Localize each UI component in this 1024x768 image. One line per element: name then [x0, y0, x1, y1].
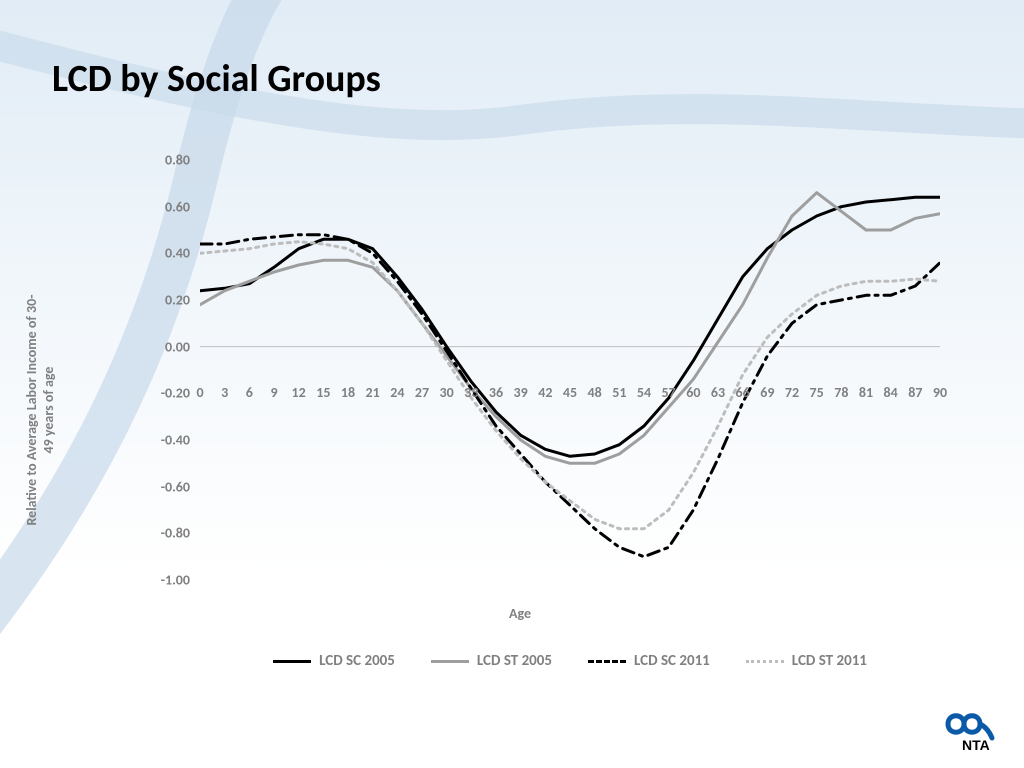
y-tick-label: 0.40 — [140, 245, 190, 262]
x-tick-label: 48 — [588, 384, 602, 401]
x-tick-label: 6 — [246, 384, 253, 401]
x-tick-label: 39 — [514, 384, 528, 401]
x-tick-label: 9 — [270, 384, 277, 401]
y-tick-label: 0.00 — [140, 338, 190, 355]
y-tick-label: -0.80 — [140, 525, 190, 542]
legend-swatch — [273, 660, 311, 663]
y-tick-label: 0.60 — [140, 198, 190, 215]
y-tick-label: -0.20 — [140, 385, 190, 402]
legend-label: LCD ST 2005 — [477, 652, 552, 670]
y-tick-label: -0.40 — [140, 432, 190, 449]
legend-item: LCD SC 2005 — [273, 652, 395, 670]
x-tick-label: 54 — [637, 384, 651, 401]
nta-logo: NTA — [930, 704, 1000, 754]
x-tick-label: 84 — [884, 384, 898, 401]
x-tick-label: 87 — [908, 384, 922, 401]
x-tick-label: 60 — [686, 384, 700, 401]
x-tick-label: 75 — [810, 384, 824, 401]
x-tick-label: 63 — [711, 384, 725, 401]
y-tick-label: -0.60 — [140, 478, 190, 495]
legend-label: LCD SC 2011 — [634, 652, 710, 670]
x-tick-label: 30 — [440, 384, 454, 401]
y-tick-label: 0.80 — [140, 152, 190, 169]
legend-item: LCD SC 2011 — [588, 652, 710, 670]
plot-svg — [200, 160, 940, 580]
x-tick-label: 27 — [415, 384, 429, 401]
x-tick-label: 57 — [662, 384, 676, 401]
line-chart: Relative to Average Labor Income of 30- … — [80, 150, 960, 670]
logo-text: NTA — [962, 737, 990, 753]
x-tick-label: 51 — [612, 384, 626, 401]
legend-swatch — [746, 660, 784, 663]
x-tick-label: 12 — [292, 384, 306, 401]
y-tick-label: -1.00 — [140, 572, 190, 589]
legend-item: LCD ST 2011 — [746, 652, 867, 670]
x-tick-label: 42 — [538, 384, 552, 401]
legend-swatch — [431, 660, 469, 663]
x-tick-label: 72 — [785, 384, 799, 401]
x-tick-label: 81 — [859, 384, 873, 401]
legend: LCD SC 2005 LCD ST 2005 LCD SC 2011 LCD ST … — [200, 652, 940, 670]
x-tick-label: 3 — [221, 384, 228, 401]
x-tick-label: 24 — [390, 384, 404, 401]
plot-area — [200, 160, 940, 580]
slide-title: LCD by Social Groups — [52, 56, 381, 102]
x-tick-label: 18 — [341, 384, 355, 401]
x-axis-label: Age — [509, 605, 531, 622]
y-axis-label: Relative to Average Labor Income of 30- … — [23, 230, 57, 590]
x-tick-label: 36 — [489, 384, 503, 401]
x-tick-label: 69 — [760, 384, 774, 401]
legend-item: LCD ST 2005 — [431, 652, 552, 670]
y-tick-label: 0.20 — [140, 292, 190, 309]
x-tick-label: 78 — [834, 384, 848, 401]
legend-label: LCD ST 2011 — [792, 652, 867, 670]
x-tick-label: 66 — [736, 384, 750, 401]
x-tick-label: 15 — [316, 384, 330, 401]
legend-swatch — [588, 660, 626, 663]
legend-label: LCD SC 2005 — [319, 652, 395, 670]
x-tick-label: 90 — [933, 384, 947, 401]
x-tick-label: 0 — [196, 384, 203, 401]
x-tick-label: 21 — [366, 384, 380, 401]
x-tick-label: 45 — [563, 384, 577, 401]
x-tick-label: 33 — [464, 384, 478, 401]
